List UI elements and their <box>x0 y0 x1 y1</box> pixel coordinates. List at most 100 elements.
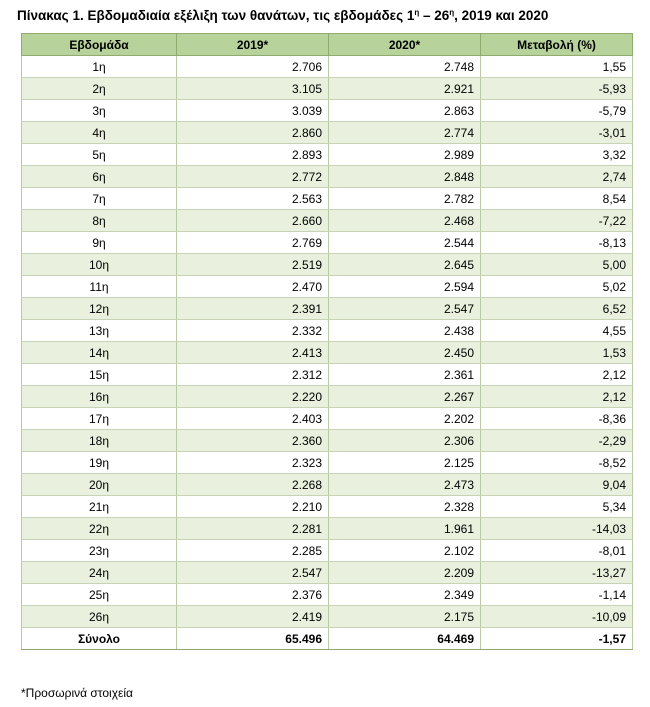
change-cell: 5,00 <box>480 253 633 276</box>
value-2020-cell: 2.594 <box>328 275 481 298</box>
value-2019-cell: 2.706 <box>176 55 329 78</box>
value-2020-cell: 2.450 <box>328 341 481 364</box>
week-cell: 4η <box>21 121 177 144</box>
table-header-row: Εβδομάδα 2019* 2020* Μεταβολή (%) <box>21 33 633 56</box>
table-row: 17η 2.403 2.202 -8,36 <box>21 407 633 430</box>
value-2019-cell: 3.039 <box>176 99 329 122</box>
value-2019-cell: 2.769 <box>176 231 329 254</box>
header-2020: 2020* <box>328 33 481 56</box>
week-cell: 18η <box>21 429 177 452</box>
value-2020-cell: 2.438 <box>328 319 481 342</box>
change-cell: -14,03 <box>480 517 633 540</box>
change-cell: 3,32 <box>480 143 633 166</box>
table-title: Πίνακας 1. Εβδομαδιαία εξέλιξη των θανάτ… <box>17 8 548 23</box>
week-cell: 8η <box>21 209 177 232</box>
table-row: 12η 2.391 2.547 6,52 <box>21 297 633 320</box>
value-2019-cell: 2.210 <box>176 495 329 518</box>
value-2020-cell: 2.125 <box>328 451 481 474</box>
table-row: 21η 2.210 2.328 5,34 <box>21 495 633 518</box>
change-cell: 8,54 <box>480 187 633 210</box>
week-cell: 7η <box>21 187 177 210</box>
table-row: 9η 2.769 2.544 -8,13 <box>21 231 633 254</box>
table-row: 6η 2.772 2.848 2,74 <box>21 165 633 188</box>
table-row: 10η 2.519 2.645 5,00 <box>21 253 633 276</box>
week-cell: 2η <box>21 77 177 100</box>
value-2019-cell: 2.281 <box>176 517 329 540</box>
week-cell: 14η <box>21 341 177 364</box>
value-2019-cell: 2.332 <box>176 319 329 342</box>
value-2020-cell: 2.748 <box>328 55 481 78</box>
value-2020-cell: 1.961 <box>328 517 481 540</box>
change-cell: -5,93 <box>480 77 633 100</box>
value-2019-cell: 2.519 <box>176 253 329 276</box>
title-prefix: Πίνακας 1. Εβδομαδιαία εξέλιξη των θανάτ… <box>17 8 415 23</box>
table-row: 1η 2.706 2.748 1,55 <box>21 55 633 78</box>
change-cell: 2,12 <box>480 385 633 408</box>
header-week: Εβδομάδα <box>21 33 177 56</box>
total-change: -1,57 <box>480 627 633 650</box>
table-body: 1η 2.706 2.748 1,55 2η 3.105 2.921 -5,93 3η 3.039… <box>21 55 633 628</box>
value-2019-cell: 2.893 <box>176 143 329 166</box>
change-cell: 5,02 <box>480 275 633 298</box>
table-row: 23η 2.285 2.102 -8,01 <box>21 539 633 562</box>
value-2020-cell: 2.175 <box>328 605 481 628</box>
change-cell: -1,14 <box>480 583 633 606</box>
change-cell: -13,27 <box>480 561 633 584</box>
header-2019: 2019* <box>176 33 329 56</box>
value-2020-cell: 2.306 <box>328 429 481 452</box>
value-2020-cell: 2.863 <box>328 99 481 122</box>
header-change: Μεταβολή (%) <box>480 33 633 56</box>
table-row: 22η 2.281 1.961 -14,03 <box>21 517 633 540</box>
value-2019-cell: 2.360 <box>176 429 329 452</box>
change-cell: -8,01 <box>480 539 633 562</box>
table-row: 8η 2.660 2.468 -7,22 <box>21 209 633 232</box>
change-cell: 2,74 <box>480 165 633 188</box>
title-sup-first: η <box>414 8 420 17</box>
value-2019-cell: 2.376 <box>176 583 329 606</box>
table-row: 11η 2.470 2.594 5,02 <box>21 275 633 298</box>
table-row: 19η 2.323 2.125 -8,52 <box>21 451 633 474</box>
value-2020-cell: 2.102 <box>328 539 481 562</box>
value-2019-cell: 2.547 <box>176 561 329 584</box>
table-row: 18η 2.360 2.306 -2,29 <box>21 429 633 452</box>
change-cell: 1,53 <box>480 341 633 364</box>
change-cell: -7,22 <box>480 209 633 232</box>
value-2020-cell: 2.921 <box>328 77 481 100</box>
table-row: 7η 2.563 2.782 8,54 <box>21 187 633 210</box>
value-2020-cell: 2.989 <box>328 143 481 166</box>
value-2020-cell: 2.328 <box>328 495 481 518</box>
table-row: 14η 2.413 2.450 1,53 <box>21 341 633 364</box>
table-row: 25η 2.376 2.349 -1,14 <box>21 583 633 606</box>
value-2020-cell: 2.645 <box>328 253 481 276</box>
week-cell: 10η <box>21 253 177 276</box>
change-cell: -8,13 <box>480 231 633 254</box>
total-row: Σύνολο 65.496 64.469 -1,57 <box>21 627 633 650</box>
footnote: *Προσωρινά στοιχεία <box>21 686 133 700</box>
total-2019: 65.496 <box>176 627 329 650</box>
week-cell: 11η <box>21 275 177 298</box>
week-cell: 24η <box>21 561 177 584</box>
change-cell: 9,04 <box>480 473 633 496</box>
value-2019-cell: 2.403 <box>176 407 329 430</box>
value-2019-cell: 2.419 <box>176 605 329 628</box>
value-2019-cell: 2.860 <box>176 121 329 144</box>
table-row: 15η 2.312 2.361 2,12 <box>21 363 633 386</box>
total-label: Σύνολο <box>21 627 177 650</box>
table-row: 16η 2.220 2.267 2,12 <box>21 385 633 408</box>
table-row: 24η 2.547 2.209 -13,27 <box>21 561 633 584</box>
value-2019-cell: 2.772 <box>176 165 329 188</box>
change-cell: -10,09 <box>480 605 633 628</box>
value-2019-cell: 2.413 <box>176 341 329 364</box>
week-cell: 5η <box>21 143 177 166</box>
value-2020-cell: 2.361 <box>328 363 481 386</box>
value-2019-cell: 2.312 <box>176 363 329 386</box>
week-cell: 3η <box>21 99 177 122</box>
value-2019-cell: 2.563 <box>176 187 329 210</box>
week-cell: 20η <box>21 473 177 496</box>
value-2020-cell: 2.774 <box>328 121 481 144</box>
week-cell: 19η <box>21 451 177 474</box>
change-cell: 1,55 <box>480 55 633 78</box>
table-row: 26η 2.419 2.175 -10,09 <box>21 605 633 628</box>
week-cell: 9η <box>21 231 177 254</box>
